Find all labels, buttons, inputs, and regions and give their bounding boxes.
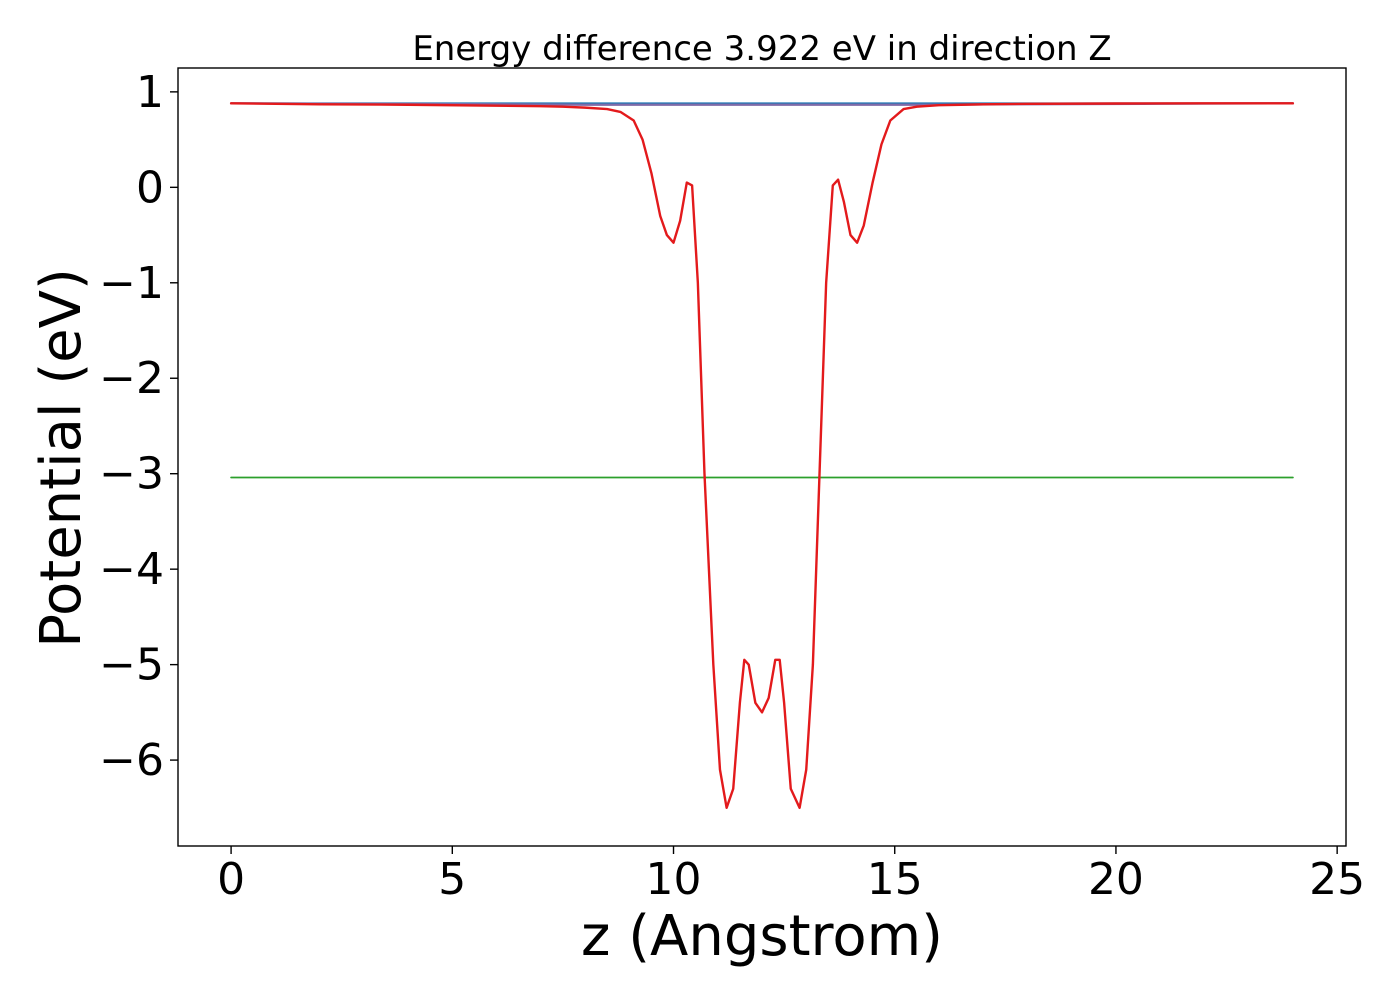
- y-tick-label: −3: [99, 449, 164, 500]
- red-series-line: [229, 102, 1295, 810]
- y-tick-label: −6: [99, 735, 164, 786]
- x-tick-label: 20: [1088, 854, 1144, 905]
- y-tick-label: −5: [99, 640, 164, 691]
- x-tick-label: 25: [1309, 854, 1365, 905]
- y-axis-label: Potential (eV): [29, 268, 94, 648]
- x-tick-label: 0: [217, 854, 245, 905]
- y-tick-label: −1: [99, 258, 164, 309]
- y-tick-label: 1: [136, 67, 164, 118]
- y-tick-label: 0: [136, 162, 164, 213]
- x-tick-label: 10: [646, 854, 702, 905]
- x-tick-label: 5: [438, 854, 466, 905]
- y-tick-label: −2: [99, 353, 164, 404]
- plot-frame: [177, 67, 1347, 847]
- y-tick-label: −4: [99, 544, 164, 595]
- x-tick-label: 15: [867, 854, 923, 905]
- chart-title: Energy difference 3.922 eV in direction …: [412, 29, 1111, 69]
- x-axis-label: z (Angstrom): [581, 904, 943, 969]
